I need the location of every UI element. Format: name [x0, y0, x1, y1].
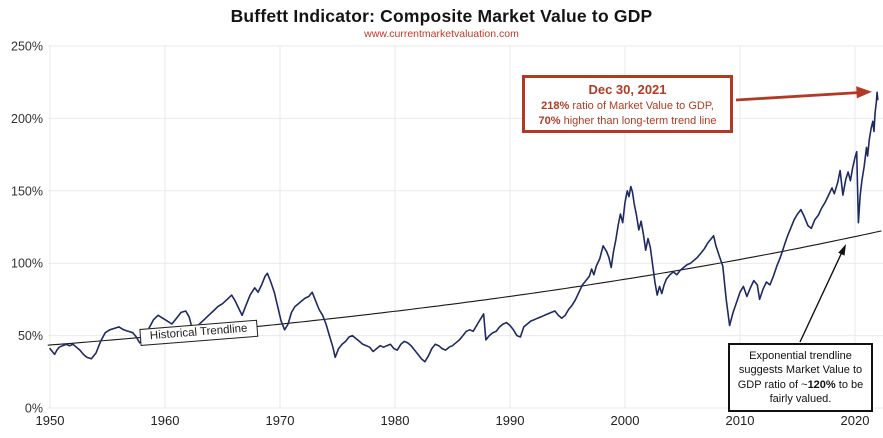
red-arrow-icon	[735, 86, 872, 102]
x-tick-label: 1970	[266, 413, 295, 428]
market-value-gdp-line	[49, 91, 879, 363]
y-tick-label: 150%	[11, 184, 43, 198]
callout-fair-value: Exponential trendline suggests Market Va…	[728, 343, 873, 413]
y-tick-label: 200%	[11, 112, 43, 126]
x-tick-label: 1960	[151, 413, 180, 428]
page-title: Buffett Indicator: Composite Market Valu…	[230, 6, 653, 26]
ratio-value: 218%	[541, 100, 570, 112]
x-tick-label: 2000	[611, 413, 640, 428]
fair-value-text-pre: Exponential trendline suggests Market Va…	[737, 350, 863, 391]
y-tick-label: 100%	[11, 257, 43, 271]
x-tick-label: 1980	[381, 413, 410, 428]
fair-value-text-post: to be fairly valued.	[769, 378, 864, 405]
x-axis-labels: 1950 1960 1970 1980 1990 2000 2010 2020	[36, 413, 870, 428]
fair-value-number: 120%	[807, 378, 836, 391]
y-tick-label: 0%	[25, 402, 43, 416]
ratio-text: ratio of Market Value to GDP,	[569, 100, 714, 112]
callout-date: Dec 30, 2021	[588, 82, 667, 97]
y-axis-labels: 0% 50% 100% 150% 200% 250%	[11, 40, 43, 416]
source-url: www.currentmarketvaluation.com	[364, 28, 519, 40]
y-tick-label: 50%	[18, 329, 43, 343]
callout-dec-2021: Dec 30, 2021 218% ratio of Market Value …	[522, 75, 733, 133]
callout-ratio-line: 218% ratio of Market Value to GDP,	[525, 99, 730, 114]
x-tick-label: 1990	[496, 413, 525, 428]
x-tick-label: 1950	[36, 413, 65, 428]
x-tick-label: 2020	[841, 413, 870, 428]
premium-text: higher than long-term trend line	[560, 114, 717, 127]
y-tick-label: 250%	[11, 40, 43, 54]
x-tick-label: 2010	[726, 413, 755, 428]
black-arrow-icon	[799, 244, 846, 343]
callout-premium-line: 70% higher than long-term trend line	[525, 114, 730, 129]
premium-value: 70%	[538, 114, 561, 127]
